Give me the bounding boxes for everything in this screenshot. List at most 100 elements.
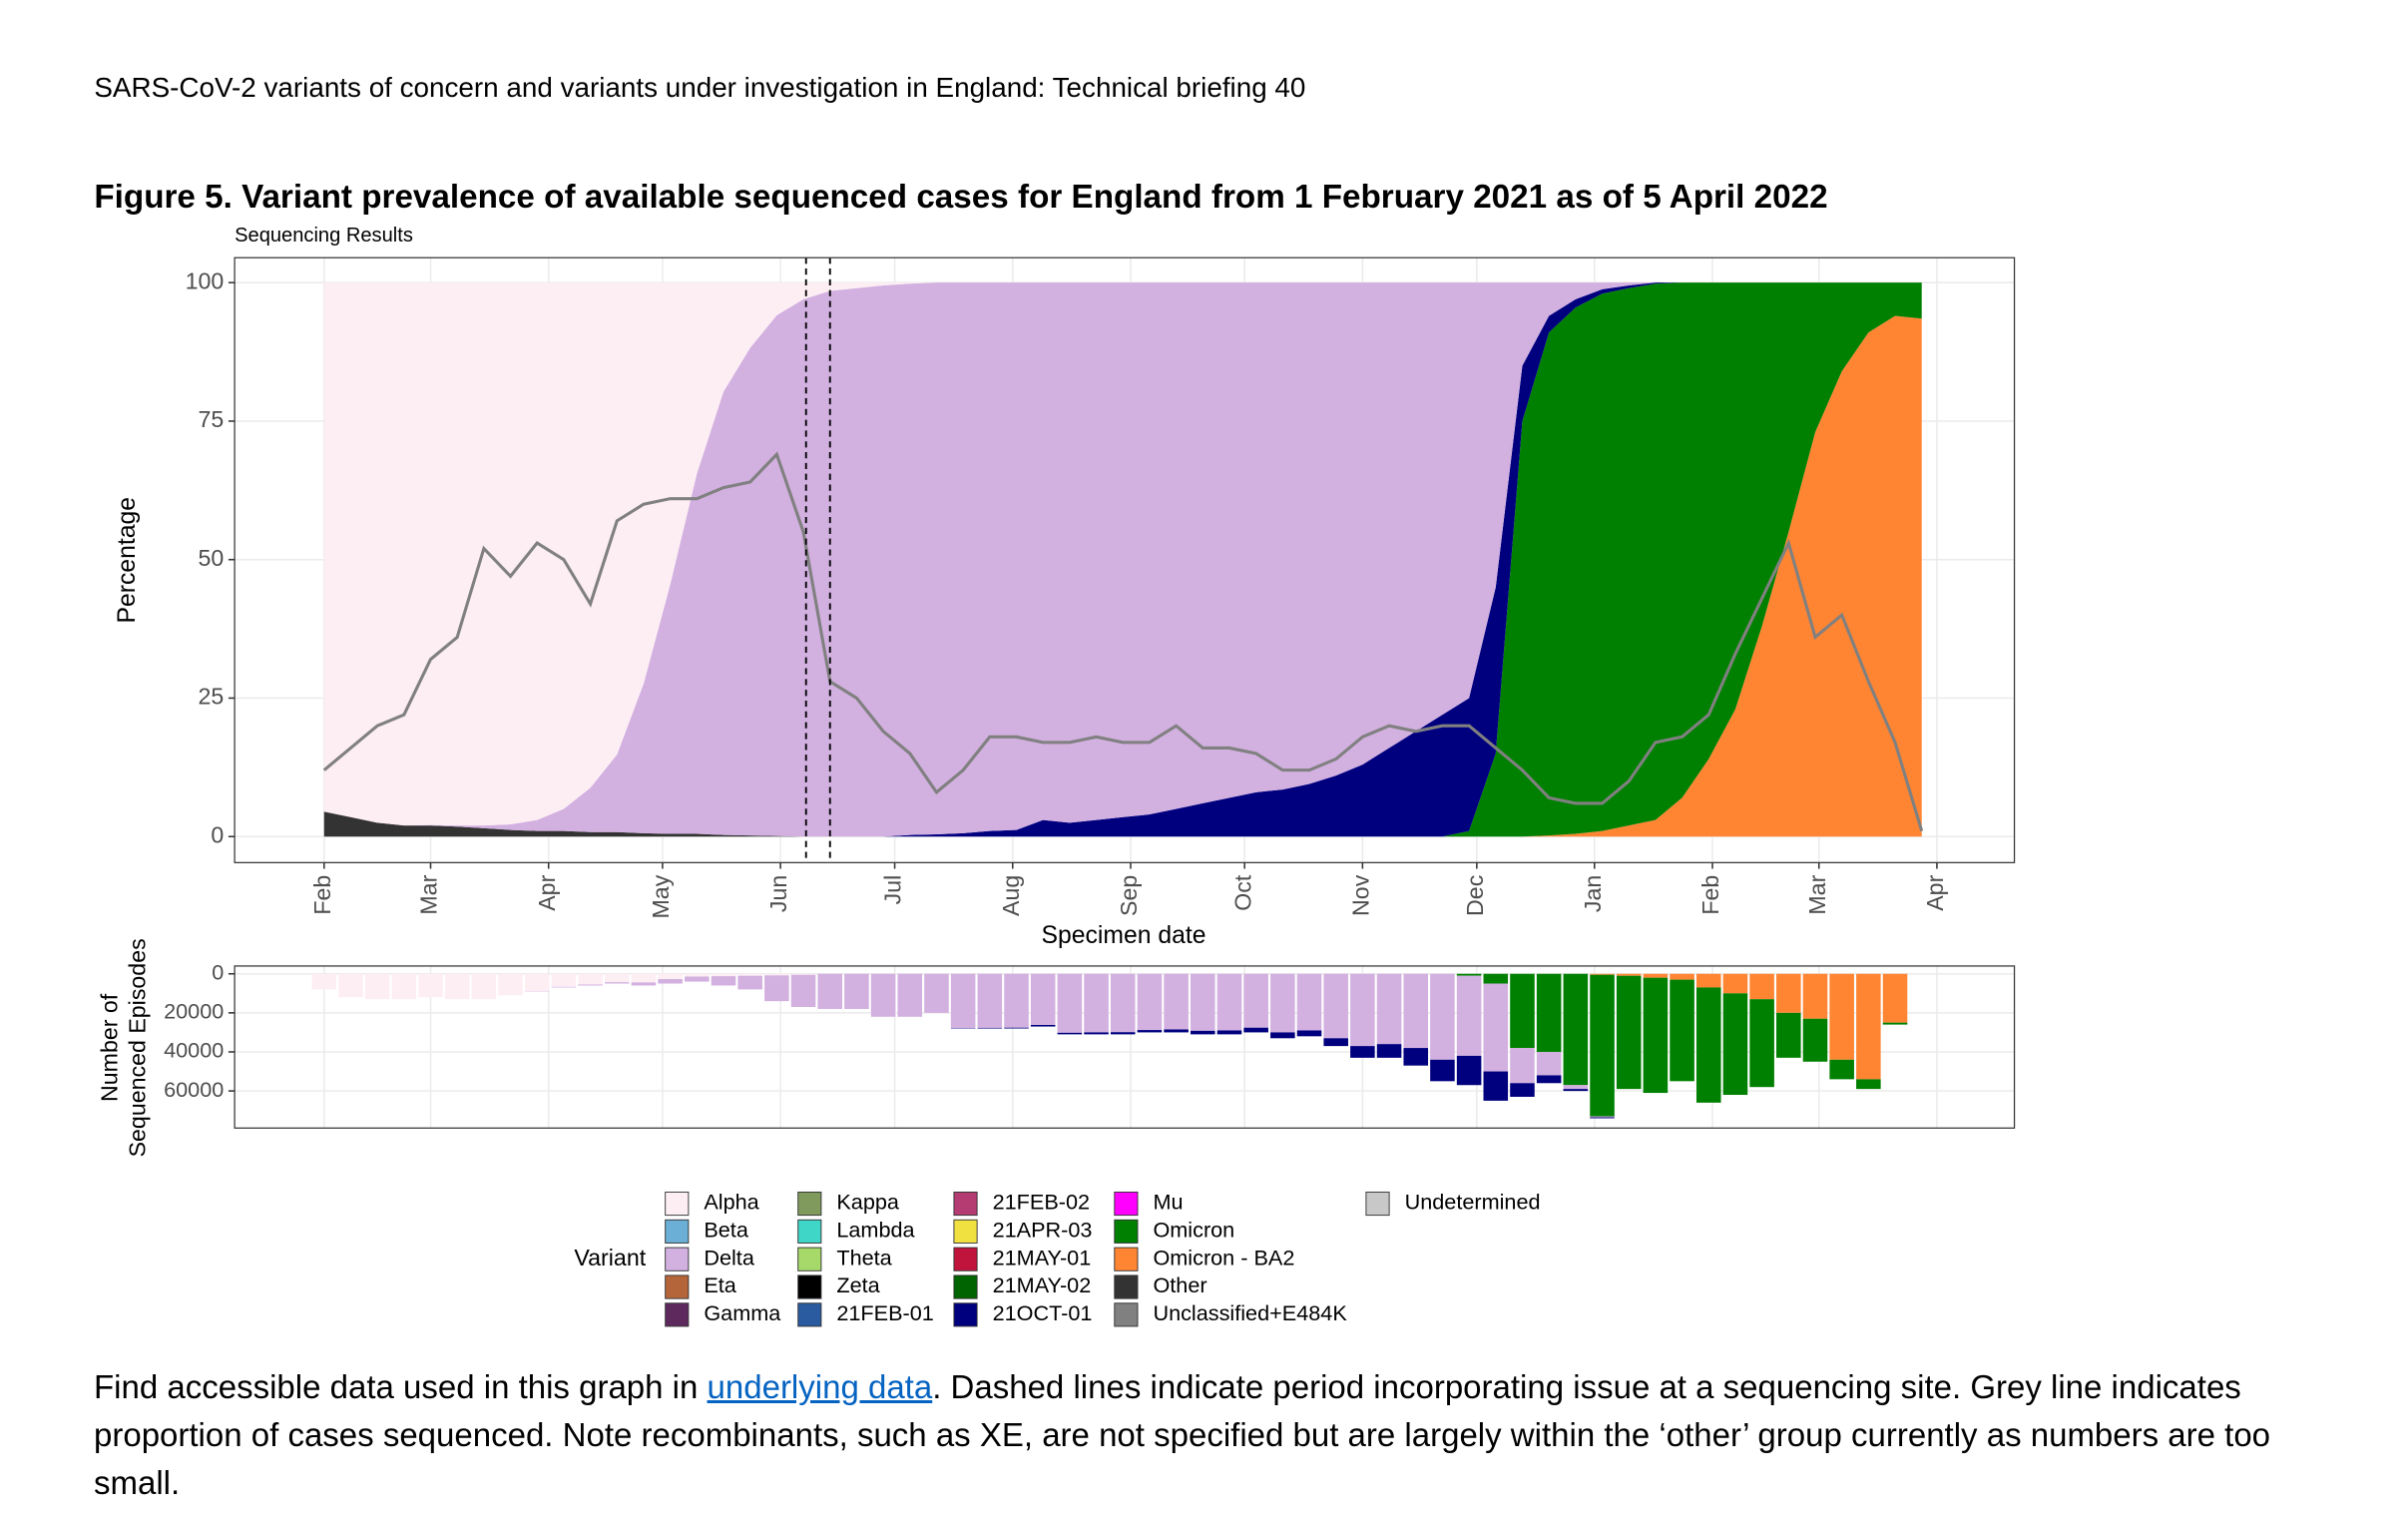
bar	[1643, 977, 1669, 1094]
legend-key	[665, 1219, 690, 1244]
bar	[844, 973, 869, 1009]
bar	[1323, 1038, 1348, 1047]
bar	[1084, 1032, 1109, 1035]
bar	[977, 973, 1003, 1028]
x-tick-label: Nov	[1348, 874, 1374, 916]
bar	[1376, 1044, 1402, 1058]
x-tick-label: Feb	[309, 875, 335, 915]
bar	[1270, 973, 1295, 1033]
x-tick-label: Sep	[1116, 875, 1142, 916]
y-tick-label: 100	[186, 267, 225, 293]
caption: Find accessible data used in this graph …	[94, 1363, 2349, 1507]
bar	[1749, 999, 1774, 1088]
bar	[1882, 973, 1908, 1023]
legend-key	[1365, 1191, 1390, 1217]
bar	[1670, 973, 1694, 980]
bar	[1590, 1116, 1615, 1118]
legend-key	[1114, 1302, 1139, 1327]
x-tick-label: Feb	[1697, 875, 1723, 915]
bar	[338, 973, 363, 998]
bar	[1536, 1075, 1562, 1084]
bar	[1590, 973, 1615, 975]
bar	[1004, 973, 1029, 1028]
area	[323, 282, 1922, 837]
legend-key	[953, 1247, 978, 1271]
bar	[658, 979, 683, 984]
x-tick-label: Apr	[534, 874, 560, 910]
bar	[364, 973, 390, 1000]
bar	[1695, 987, 1721, 1103]
bar	[444, 973, 470, 1000]
bar	[1430, 1059, 1455, 1082]
bar	[1882, 1022, 1908, 1025]
bar	[1430, 973, 1455, 1060]
bar	[1856, 973, 1881, 1080]
bar	[604, 982, 630, 984]
x-tick-label: Jun	[765, 875, 791, 912]
bar	[471, 973, 497, 1000]
bar	[737, 973, 762, 976]
bar	[1510, 1048, 1535, 1084]
bar	[1243, 1027, 1268, 1033]
bar	[1403, 1048, 1429, 1066]
x-tick-label: Mar	[1804, 874, 1830, 914]
bar	[1670, 979, 1694, 1082]
bar	[631, 973, 657, 983]
legend-key	[1114, 1219, 1139, 1244]
bar	[524, 973, 550, 991]
bar	[950, 973, 976, 1029]
legend-label: Beta	[704, 1218, 748, 1243]
bar	[1483, 1071, 1509, 1101]
y-tick-label: 40000	[164, 1038, 224, 1063]
bar	[1191, 1030, 1215, 1035]
x-tick-label: May	[648, 874, 674, 918]
bar	[1057, 973, 1083, 1033]
y-axis-title: Sequenced Episodes	[124, 938, 150, 1157]
legend-label: Undetermined	[1405, 1190, 1541, 1215]
legend-key	[797, 1274, 822, 1299]
bar	[790, 973, 816, 975]
plot-border	[234, 256, 2016, 863]
legend-label: 21FEB-01	[836, 1300, 933, 1325]
bar	[711, 973, 736, 977]
bar	[1776, 1012, 1801, 1058]
bar	[1350, 973, 1375, 1047]
legend-label: Other	[1153, 1272, 1206, 1297]
bar	[1137, 1030, 1163, 1033]
bar	[578, 984, 603, 986]
bar	[1216, 973, 1242, 1031]
legend-key	[797, 1302, 822, 1327]
bar	[1856, 1079, 1881, 1090]
legend-key	[665, 1274, 690, 1299]
bar	[685, 973, 710, 977]
bar	[1510, 1083, 1535, 1097]
bar	[1829, 1059, 1854, 1080]
area	[323, 811, 1922, 837]
bar	[1643, 973, 1669, 978]
bar	[1483, 983, 1509, 1072]
bar	[685, 976, 710, 982]
bar	[1030, 973, 1056, 1025]
legend-title: Variant	[574, 1245, 646, 1270]
bar	[1776, 973, 1801, 1013]
legend-label: Omicron	[1153, 1218, 1234, 1243]
link[interactable]: underlying data	[707, 1368, 933, 1405]
legend-key	[797, 1219, 822, 1244]
bar	[764, 975, 789, 1002]
bar	[1749, 973, 1774, 1000]
bar	[1137, 973, 1163, 1031]
bar	[1829, 973, 1854, 1060]
legend-key	[665, 1302, 690, 1327]
bar	[1456, 975, 1482, 1056]
x-tick-label: Jul	[880, 875, 906, 905]
legend-label: Theta	[836, 1245, 892, 1269]
bar	[1536, 1051, 1562, 1076]
legend-key	[953, 1274, 978, 1299]
area	[323, 282, 1922, 837]
chart-subtitle: Sequencing Results	[235, 225, 413, 247]
bar	[1030, 1024, 1056, 1027]
x-tick-label: Oct	[1229, 874, 1255, 911]
legend-key	[1114, 1191, 1139, 1217]
bar	[1510, 973, 1535, 1049]
y-tick-label: 0	[211, 821, 224, 847]
